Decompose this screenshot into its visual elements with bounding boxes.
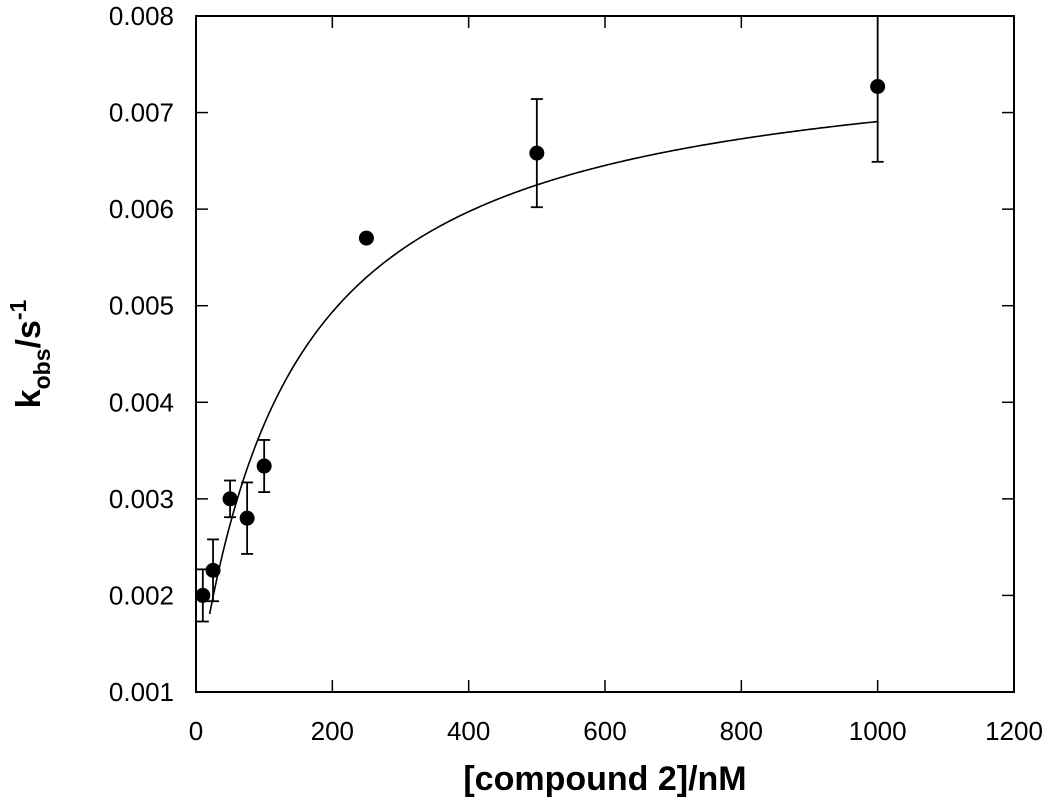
x-tick-label: 1200 bbox=[985, 716, 1043, 746]
x-tick-label: 400 bbox=[447, 716, 490, 746]
data-points bbox=[195, 78, 886, 603]
y-axis-label-unit: /s bbox=[10, 320, 48, 348]
y-axis-label: kobs/s-1 bbox=[5, 299, 55, 408]
y-axis-label-main: k bbox=[10, 389, 48, 408]
data-point bbox=[256, 458, 272, 474]
y-tick-label: 0.007 bbox=[109, 98, 174, 128]
x-axis-label: [compound 2]/nM bbox=[463, 760, 746, 798]
y-tick-label: 0.004 bbox=[109, 387, 174, 417]
data-point bbox=[195, 587, 211, 603]
x-tick-label: 200 bbox=[311, 716, 354, 746]
x-axis-tick-labels: 0 200 400 600 800 1000 1200 bbox=[189, 716, 1043, 746]
fit-curve bbox=[208, 120, 878, 615]
y-axis-label-superscript: -1 bbox=[5, 299, 31, 320]
data-point bbox=[529, 145, 545, 161]
y-axis-label-subscript: obs bbox=[29, 349, 55, 390]
x-tick-label: 600 bbox=[583, 716, 626, 746]
x-tick-label: 0 bbox=[189, 716, 203, 746]
data-point bbox=[222, 491, 238, 507]
data-point bbox=[239, 510, 255, 526]
plot-frame bbox=[195, 15, 1015, 693]
error-bars bbox=[196, 16, 884, 623]
x-tick-label: 1000 bbox=[849, 716, 907, 746]
y-tick-label: 0.003 bbox=[109, 484, 174, 514]
y-axis-ticks bbox=[196, 15, 1014, 693]
data-point bbox=[205, 562, 221, 578]
y-axis-tick-labels: 0.001 0.002 0.003 0.004 0.005 0.006 0.007 0.008 bbox=[109, 1, 174, 707]
y-tick-label: 0.006 bbox=[109, 194, 174, 224]
y-tick-label: 0.008 bbox=[109, 1, 174, 31]
y-tick-label: 0.001 bbox=[109, 677, 174, 707]
y-tick-label: 0.002 bbox=[109, 580, 174, 610]
y-tick-label: 0.005 bbox=[109, 291, 174, 321]
x-tick-label: 800 bbox=[720, 716, 763, 746]
data-point bbox=[870, 78, 886, 94]
data-point bbox=[358, 230, 374, 246]
x-axis-ticks bbox=[195, 16, 1015, 692]
